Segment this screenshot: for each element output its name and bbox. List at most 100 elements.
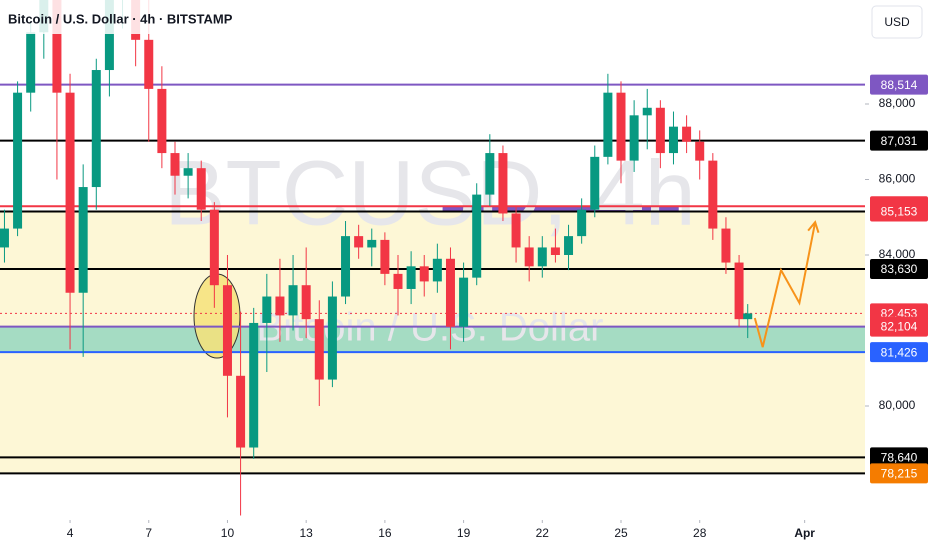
candle-body xyxy=(734,262,744,320)
x-tick-label: Apr xyxy=(794,526,815,540)
candle-body xyxy=(721,228,731,263)
candle-body xyxy=(603,92,613,157)
x-tick-label: 19 xyxy=(457,526,471,540)
x-tick-label: 10 xyxy=(221,526,235,540)
candle-body xyxy=(91,70,101,188)
candle-body xyxy=(432,258,442,282)
candle-body xyxy=(550,247,560,255)
candle-body xyxy=(668,126,678,154)
candle-body xyxy=(472,194,482,278)
candle-body xyxy=(590,156,600,210)
candle-body xyxy=(367,239,377,248)
candle-body xyxy=(682,126,692,142)
level-label-bg xyxy=(870,447,928,468)
y-tick-label: 86,000 xyxy=(879,172,916,186)
candle-body xyxy=(537,247,547,267)
x-tick-label: 13 xyxy=(299,526,313,540)
level-label-bg xyxy=(870,258,928,279)
level-label-bg xyxy=(870,342,928,363)
candle-body xyxy=(170,153,180,176)
candle-body xyxy=(642,107,652,116)
candle-body xyxy=(524,247,534,267)
candle-body xyxy=(183,168,193,176)
candle-body xyxy=(13,92,23,229)
chart-title: Bitcoin / U.S. Dollar · 4h · BITSTAMP xyxy=(8,11,233,26)
candle-body xyxy=(26,32,36,93)
candle-body xyxy=(0,228,9,248)
candle-body xyxy=(314,319,324,380)
candle-body xyxy=(78,187,88,293)
level-label: 78,215 xyxy=(881,467,918,481)
x-tick-label: 7 xyxy=(145,526,152,540)
level-label: 85,153 xyxy=(881,205,918,219)
level-label-bg xyxy=(870,463,928,484)
level-label-bg xyxy=(870,316,928,337)
currency-label[interactable]: USD xyxy=(884,15,910,29)
candle-body xyxy=(65,92,75,293)
candle-body xyxy=(157,88,167,154)
level-label-bg xyxy=(870,74,928,95)
candle-body xyxy=(459,277,469,327)
candle-body xyxy=(341,236,351,297)
level-label: 88,514 xyxy=(881,78,918,92)
y-tick-label: 84,000 xyxy=(879,247,916,261)
projection xyxy=(753,220,820,348)
x-tick-label: 25 xyxy=(614,526,628,540)
candle-body xyxy=(196,168,206,210)
candle-body xyxy=(222,285,232,376)
candle-body xyxy=(655,107,665,154)
level-label: 81,426 xyxy=(881,345,918,359)
candle-body xyxy=(695,141,705,161)
level-label: 87,031 xyxy=(881,134,918,148)
candle-body xyxy=(511,213,521,248)
level-label: 83,630 xyxy=(881,262,918,276)
zone xyxy=(442,206,679,212)
candle-body xyxy=(406,266,416,289)
candle-body xyxy=(393,273,403,289)
x-tick-label: 28 xyxy=(693,526,707,540)
projection-arrowhead xyxy=(807,220,820,233)
candle-body xyxy=(209,209,219,286)
candle-body xyxy=(419,266,429,282)
candle-body xyxy=(498,153,508,214)
x-tick-label: 22 xyxy=(536,526,550,540)
candle-body xyxy=(445,258,455,327)
candle-body xyxy=(327,296,337,380)
candle-body xyxy=(236,375,246,448)
levels xyxy=(0,83,865,475)
candle-body xyxy=(301,285,311,320)
candle-body xyxy=(616,92,626,161)
y-tick-label: 88,000 xyxy=(879,96,916,110)
candle-body xyxy=(629,115,639,161)
candle-body xyxy=(262,296,272,323)
projection-path xyxy=(753,221,817,348)
candle-body xyxy=(577,209,587,237)
candle-body xyxy=(275,296,285,316)
level-label: 82,104 xyxy=(881,320,918,334)
candle-body xyxy=(104,0,114,71)
zones xyxy=(0,206,865,474)
y-tick-label: 80,000 xyxy=(879,398,916,412)
candle-body xyxy=(564,236,574,255)
candle-body xyxy=(743,313,753,320)
candle-body xyxy=(708,160,718,229)
x-tick-label: 16 xyxy=(378,526,392,540)
candle-body xyxy=(249,322,259,448)
level-label-bg xyxy=(870,130,928,151)
candle-body xyxy=(380,239,390,274)
title-bg xyxy=(0,0,235,34)
candle-body xyxy=(485,153,495,195)
level-label: 78,640 xyxy=(881,451,918,465)
level-label-bg xyxy=(870,201,928,222)
zone xyxy=(0,326,865,353)
candle-body xyxy=(288,285,298,316)
currency-button[interactable] xyxy=(871,5,923,39)
candle-body xyxy=(144,39,154,89)
x-tick-label: 4 xyxy=(67,526,74,540)
watermark: BTCUSD, 4h xyxy=(164,142,696,244)
candle-body xyxy=(354,236,364,248)
candle-body xyxy=(52,0,62,93)
